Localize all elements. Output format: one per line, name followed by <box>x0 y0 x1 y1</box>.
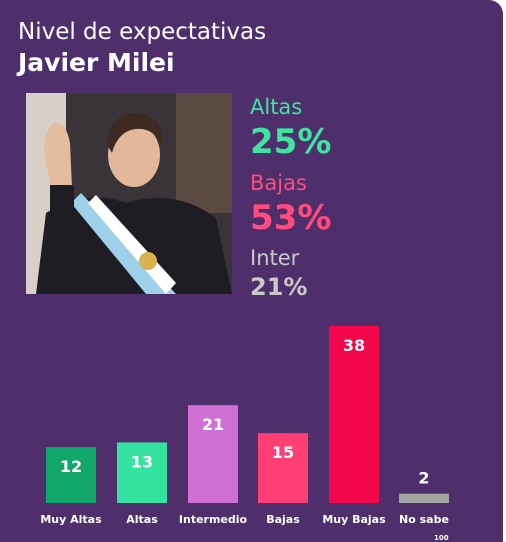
summary-bajas-value: 53% <box>250 198 332 238</box>
summary-inter-label: Inter <box>250 246 300 270</box>
category-label: Intermedio <box>179 513 248 526</box>
summary-altas-label: Altas <box>250 95 303 119</box>
category-label: Altas <box>126 513 158 526</box>
bar-altas <box>117 442 167 503</box>
bar-no-sabe <box>399 493 449 503</box>
bar-value-label: 38 <box>343 336 365 355</box>
chart-title: Nivel de expectativas <box>18 19 267 45</box>
summary-altas-value: 25% <box>250 122 332 162</box>
bar-intermedio <box>188 405 238 503</box>
person-photo-icon <box>26 93 232 294</box>
bar-value-label: 13 <box>131 452 153 471</box>
footnote: 100 <box>434 534 449 542</box>
bar-value-label: 12 <box>60 457 82 476</box>
summary-inter-value: 21% <box>250 273 308 301</box>
bar-value-label: 21 <box>202 415 224 434</box>
bar-value-label: 2 <box>418 469 429 488</box>
summary-bajas-label: Bajas <box>250 171 307 195</box>
category-label: Muy Altas <box>40 513 102 526</box>
bar-muy-bajas <box>329 326 379 503</box>
category-label: Bajas <box>266 513 300 526</box>
bar-chart: 12 Muy Altas 13 Altas 21 Intermedio 15 Bajas 38 M… <box>40 326 449 526</box>
category-label: Muy Bajas <box>322 513 386 526</box>
chart-subtitle: Javier Milei <box>18 48 175 77</box>
bar-muy-altas <box>46 447 96 503</box>
bar-value-label: 15 <box>272 443 294 462</box>
bar-bajas <box>258 433 308 503</box>
category-label: No sabe <box>399 513 449 526</box>
person-photo <box>26 93 232 294</box>
